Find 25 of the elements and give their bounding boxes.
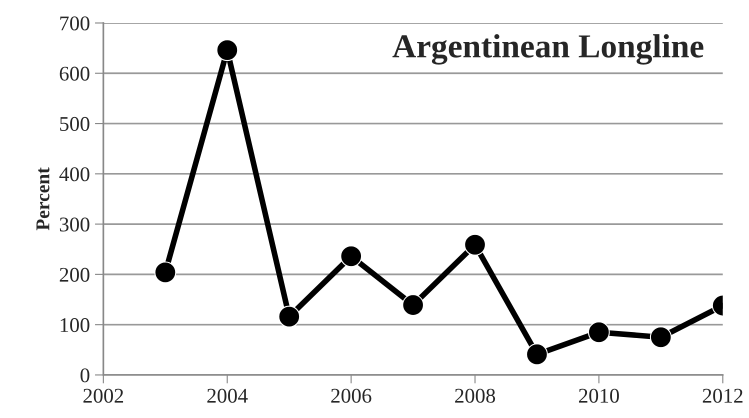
y-tick-label: 700 xyxy=(60,16,90,30)
y-tick-label: 100 xyxy=(60,318,90,332)
y-tick-label: 400 xyxy=(59,167,90,182)
x-tick-label: 2002 xyxy=(83,388,124,403)
point xyxy=(340,245,362,268)
point xyxy=(154,261,176,284)
x-tick-label: 2008 xyxy=(455,388,496,403)
point xyxy=(278,306,300,328)
chart-title: Argentinean Longline xyxy=(392,34,704,65)
point xyxy=(216,39,238,62)
x-tick-label: 2004 xyxy=(207,388,248,403)
y-tick-label: 600 xyxy=(60,66,90,81)
y-tick-label: 300 xyxy=(60,217,90,232)
y-tick-label: 500 xyxy=(60,116,90,131)
x-tick-label: 2012 xyxy=(702,388,742,403)
y-tick-label: 0 xyxy=(80,368,90,382)
x-tick-label: 2010 xyxy=(578,388,619,403)
point xyxy=(402,294,424,316)
point xyxy=(526,343,548,366)
point xyxy=(588,321,610,344)
point xyxy=(650,326,672,348)
y-tick-label: 200 xyxy=(60,268,90,282)
x-tick-label: 2006 xyxy=(331,388,372,403)
point xyxy=(464,234,486,256)
y-axis-title: Percent xyxy=(36,167,50,230)
